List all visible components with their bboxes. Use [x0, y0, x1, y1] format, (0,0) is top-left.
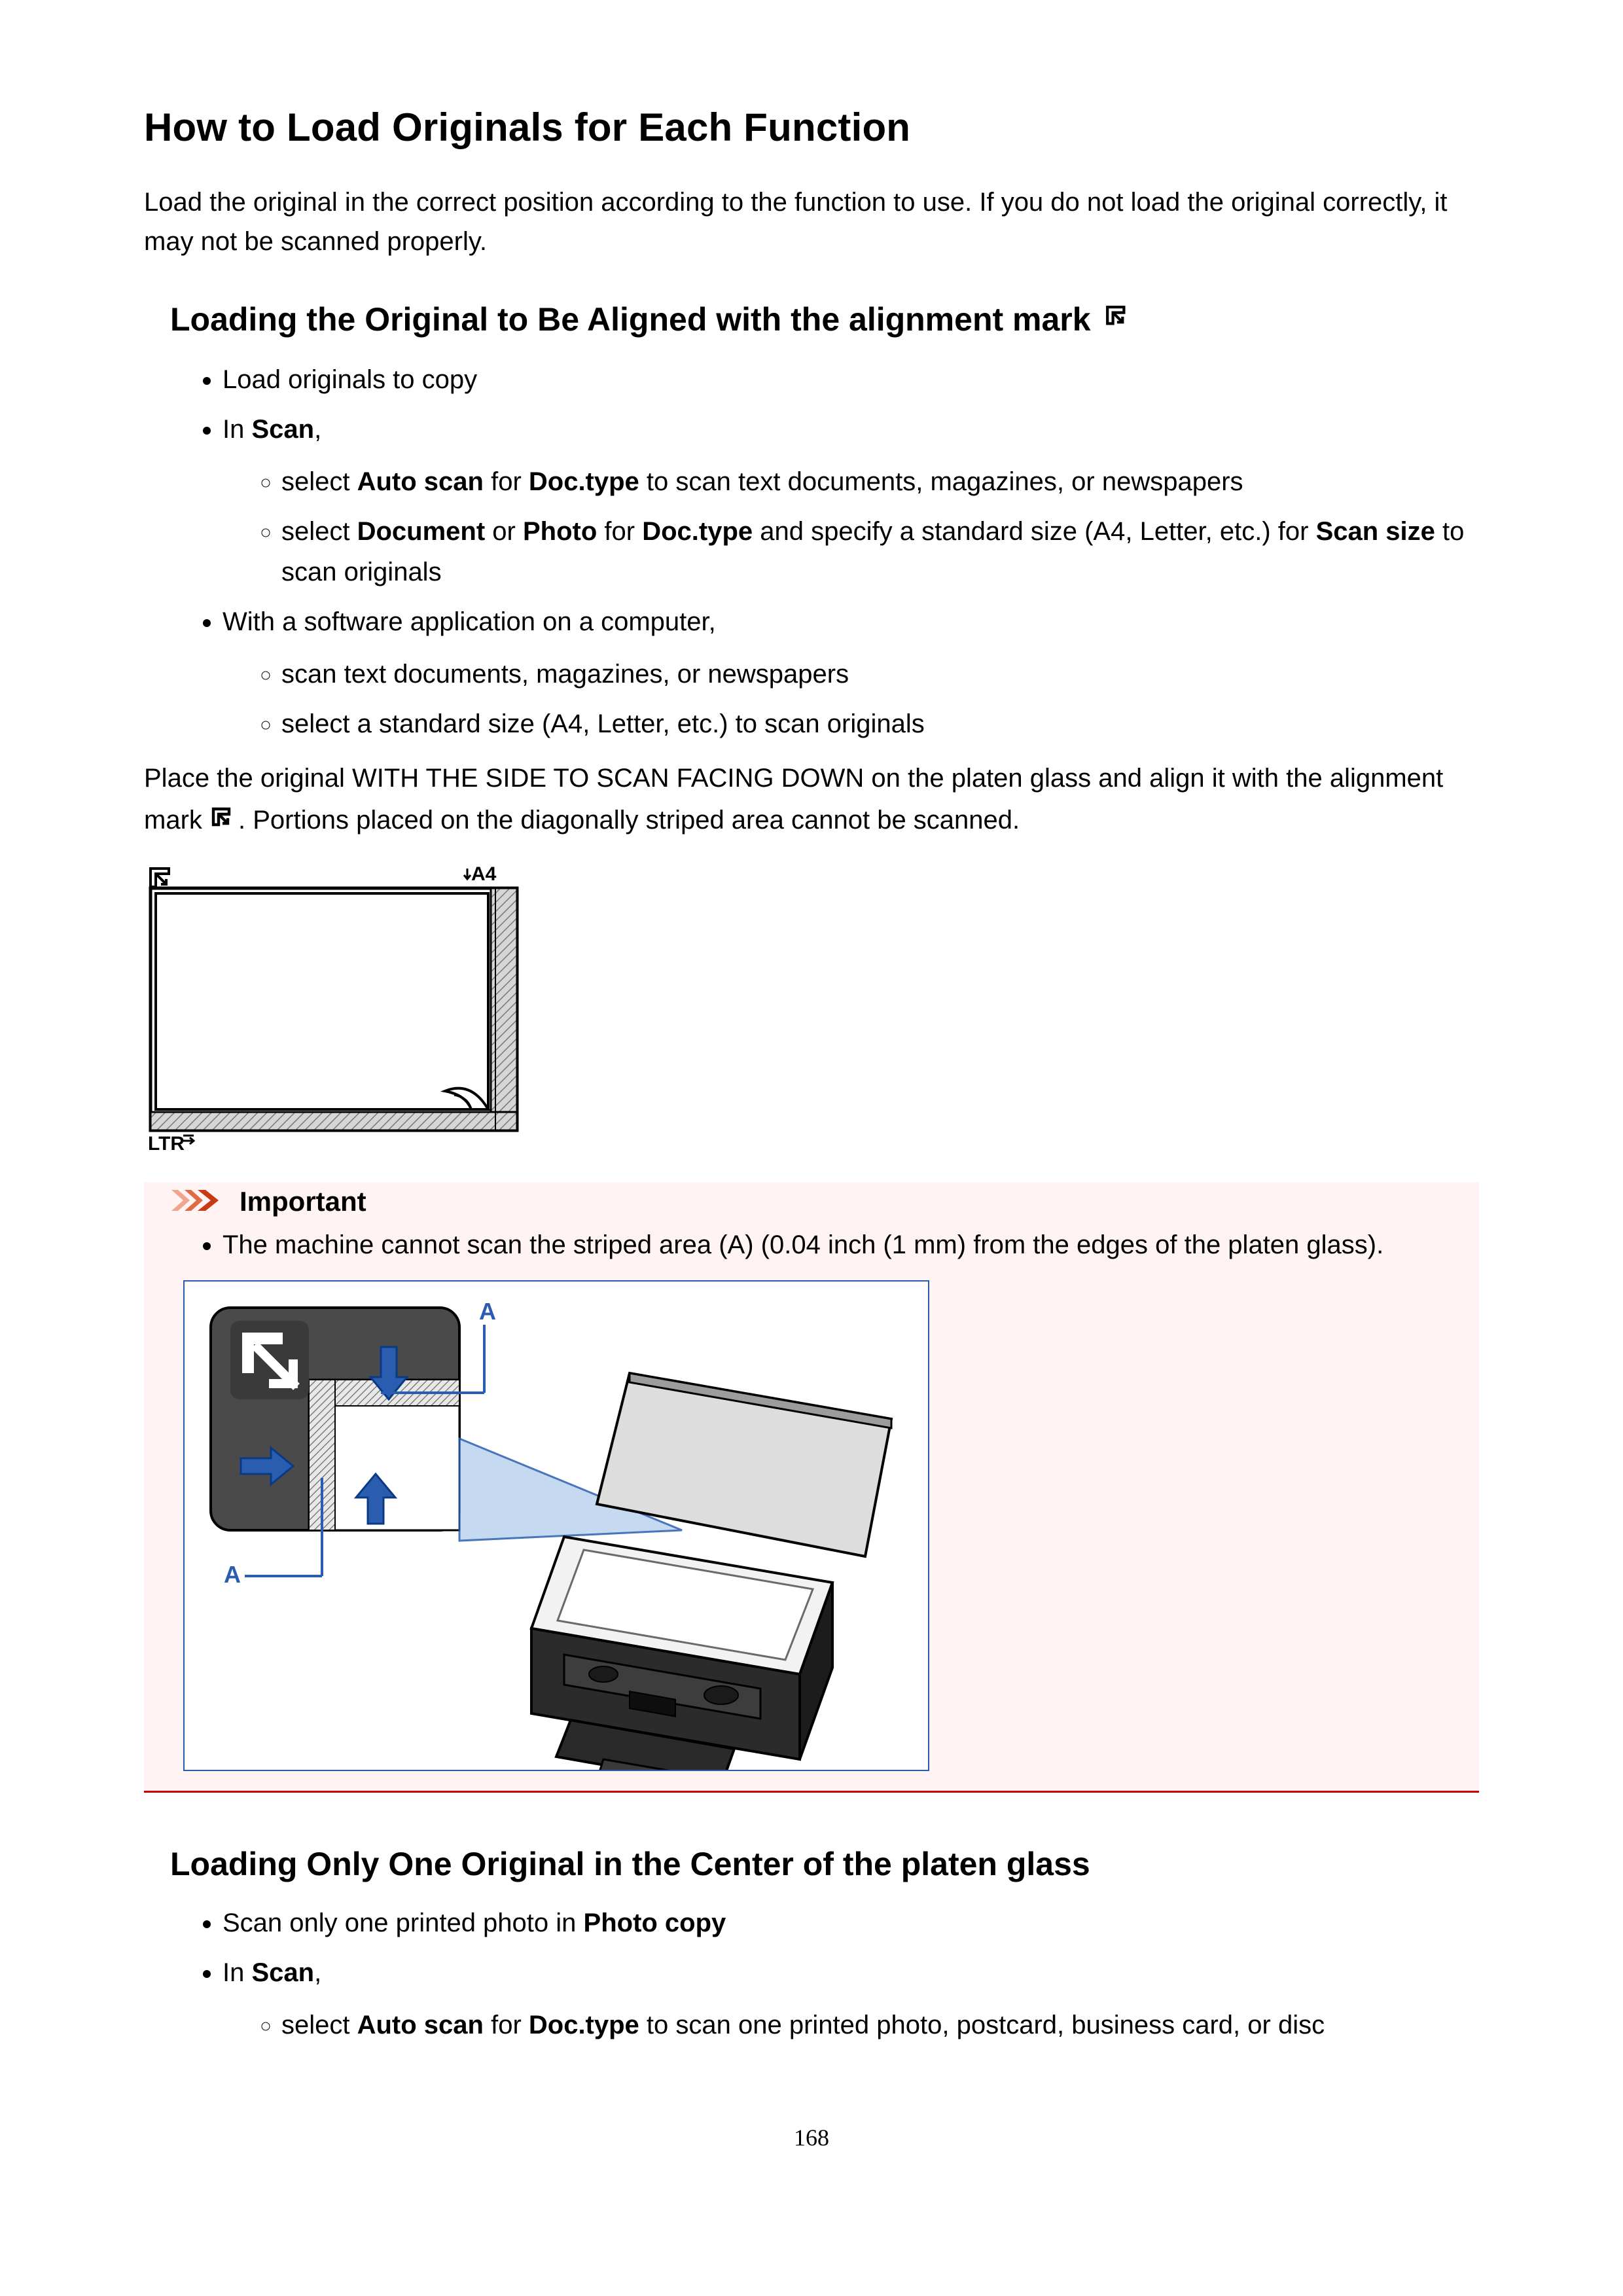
- section1-heading: Loading the Original to Be Aligned with …: [170, 300, 1479, 340]
- important-header: Important: [144, 1182, 1479, 1225]
- list-item: select Auto scan for Doc.type to scan te…: [281, 461, 1479, 502]
- bold-text: Doc.type: [529, 467, 639, 496]
- bold-text: Auto scan: [357, 467, 484, 496]
- list-item: Load originals to copy: [223, 359, 1479, 400]
- text: With a software application on a compute…: [223, 607, 716, 636]
- text: or: [485, 517, 523, 546]
- text: select: [281, 467, 357, 496]
- bold-text: Doc.type: [642, 517, 753, 546]
- text: ,: [314, 415, 321, 444]
- list-item: scan text documents, magazines, or newsp…: [281, 654, 1479, 694]
- bold-text: Photo: [523, 517, 597, 546]
- text: for: [597, 517, 642, 546]
- bold-text: Scan size: [1316, 517, 1435, 546]
- page-number: 168: [144, 2124, 1479, 2151]
- ltr-label: LTR: [148, 1133, 185, 1153]
- bold-text: Doc.type: [529, 2011, 639, 2039]
- text: In: [223, 1958, 251, 1987]
- bold-text: Document: [357, 517, 486, 546]
- list-item: select Auto scan for Doc.type to scan on…: [281, 2005, 1479, 2045]
- important-note: Important The machine cannot scan the st…: [144, 1182, 1479, 1793]
- text: and specify a standard size (A4, Letter,…: [753, 517, 1315, 546]
- list-item: Scan only one printed photo in Photo cop…: [223, 1903, 1479, 1943]
- list-item: The machine cannot scan the striped area…: [223, 1225, 1479, 1265]
- intro-paragraph: Load the original in the correct positio…: [144, 183, 1479, 261]
- page-title: How to Load Originals for Each Function: [144, 105, 1479, 150]
- section1-sublist: select Auto scan for Doc.type to scan te…: [223, 461, 1479, 592]
- text: for: [484, 467, 529, 496]
- important-list: The machine cannot scan the striped area…: [144, 1225, 1479, 1265]
- a4-label: A4: [471, 865, 497, 885]
- text: ,: [314, 1958, 321, 1987]
- svg-text:A: A: [224, 1561, 241, 1588]
- section1-body: Place the original WITH THE SIDE TO SCAN…: [144, 757, 1479, 845]
- section1-heading-text: Loading the Original to Be Aligned with …: [170, 301, 1091, 338]
- list-item: select a standard size (A4, Letter, etc.…: [281, 704, 1479, 744]
- bold-text: Scan: [251, 1958, 314, 1987]
- list-item: With a software application on a compute…: [223, 601, 1479, 744]
- text: Scan only one printed photo in: [223, 1909, 584, 1937]
- chevrons-icon: [170, 1187, 229, 1217]
- text: to scan text documents, magazines, or ne…: [639, 467, 1243, 496]
- section2-heading: Loading Only One Original in the Center …: [170, 1845, 1479, 1883]
- section1-sublist2: scan text documents, magazines, or newsp…: [223, 654, 1479, 744]
- important-title: Important: [240, 1186, 366, 1217]
- svg-text:A: A: [479, 1298, 496, 1325]
- text: In: [223, 415, 251, 444]
- list-item: select Document or Photo for Doc.type an…: [281, 511, 1479, 592]
- bold-text: Scan: [251, 415, 314, 444]
- printer-figure: A A: [183, 1280, 929, 1771]
- bold-text: Auto scan: [357, 2011, 484, 2039]
- page-root: How to Load Originals for Each Function …: [0, 0, 1623, 2230]
- alignment-mark-icon: [1105, 302, 1132, 340]
- section2-sublist: select Auto scan for Doc.type to scan on…: [223, 2005, 1479, 2045]
- platen-diagram: A4: [144, 865, 1479, 1156]
- text: . Portions placed on the diagonally stri…: [238, 806, 1020, 834]
- text: select: [281, 517, 357, 546]
- bold-text: Photo copy: [584, 1909, 726, 1937]
- text: for: [484, 2011, 529, 2039]
- text: to scan one printed photo, postcard, bus…: [639, 2011, 1325, 2039]
- list-item: In Scan, select Auto scan for Doc.type t…: [223, 409, 1479, 592]
- section2-list: Scan only one printed photo in Photo cop…: [144, 1903, 1479, 2045]
- alignment-mark-icon: [211, 803, 237, 845]
- list-item: In Scan, select Auto scan for Doc.type t…: [223, 1952, 1479, 2045]
- text: select: [281, 2011, 357, 2039]
- section1-list: Load originals to copy In Scan, select A…: [144, 359, 1479, 744]
